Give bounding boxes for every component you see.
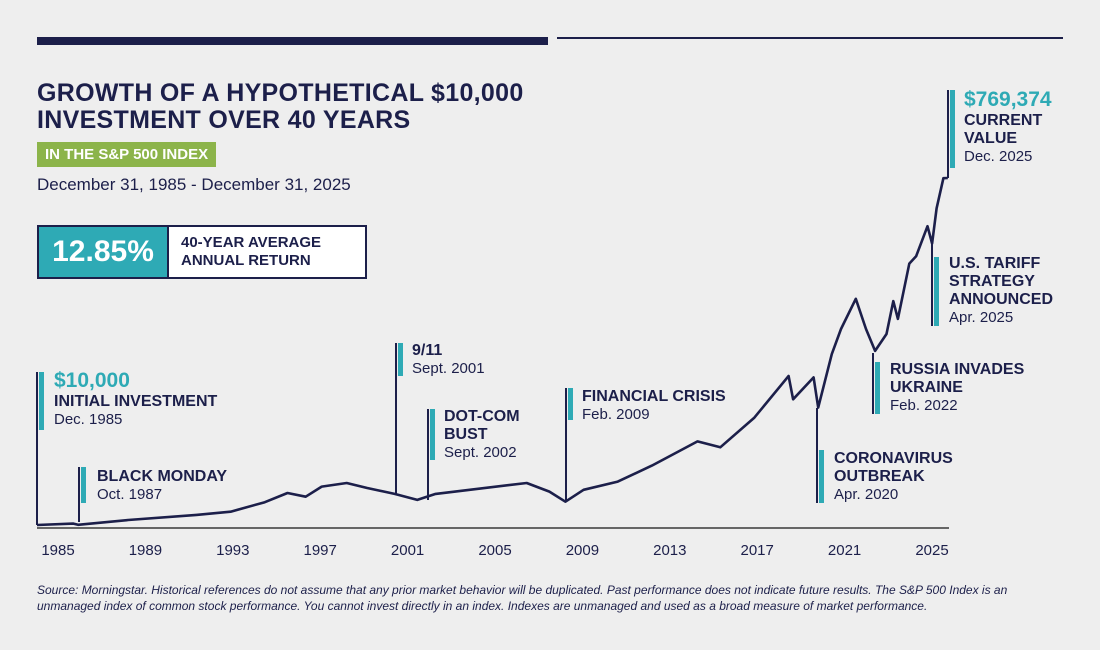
x-tick-label: 1993 (216, 542, 250, 559)
dotcom-title-1: DOT-COM (444, 408, 520, 425)
current-value: $769,374 (964, 88, 1052, 111)
black-monday-date: Oct. 1987 (97, 486, 163, 503)
x-tick-label: 1997 (303, 542, 337, 559)
financial-title: FINANCIAL CRISIS (582, 388, 726, 405)
marker-accent (934, 257, 939, 326)
nine-eleven-title: 9/11 (412, 342, 443, 359)
average-return-box: 12.85% 40-YEAR AVERAGE ANNUAL RETURN (37, 225, 367, 279)
average-return-value: 12.85% (39, 227, 169, 277)
title-line-2: INVESTMENT OVER 40 YEARS (37, 106, 411, 134)
title-line-1: GROWTH OF A HYPOTHETICAL $10,000 (37, 79, 524, 107)
marker-accent (950, 90, 955, 168)
page-title: GROWTH OF A HYPOTHETICAL $10,000 INVESTM… (37, 80, 524, 134)
current-date: Dec. 2025 (964, 148, 1033, 165)
x-tick-label: 2017 (740, 542, 774, 559)
x-tick-label: 2001 (390, 542, 425, 559)
nine-eleven-date: Sept. 2001 (412, 360, 485, 377)
black-monday-title: BLACK MONDAY (97, 468, 228, 485)
marker-line (816, 408, 818, 503)
stat-label-line-2: ANNUAL RETURN (181, 252, 311, 269)
marker-line (947, 90, 949, 178)
dotcom-title-2: BUST (444, 426, 488, 443)
top-rule-thin (557, 37, 1063, 39)
index-badge: IN THE S&P 500 INDEX (37, 142, 217, 167)
x-tick-label: 2005 (478, 542, 512, 559)
tariff-title-1: U.S. TARIFF (949, 255, 1041, 272)
marker-line (931, 243, 933, 326)
dotcom-date: Sept. 2002 (444, 444, 517, 461)
x-axis-line (37, 527, 949, 529)
x-tick-label: 1989 (128, 542, 163, 559)
stat-label-line-1: 40-YEAR AVERAGE (181, 234, 322, 251)
marker-accent (875, 362, 880, 414)
marker-accent (819, 450, 824, 503)
covid-title-1: CORONAVIRUS (834, 450, 953, 467)
marker-accent (568, 388, 573, 420)
x-tick-label: 2013 (653, 542, 687, 559)
marker-line (395, 343, 397, 494)
marker-accent (81, 467, 86, 503)
x-tick-label: 2021 (827, 542, 862, 559)
marker-accent (398, 343, 403, 376)
initial-title: INITIAL INVESTMENT (54, 393, 218, 410)
marker-line (427, 409, 429, 500)
covid-title-2: OUTBREAK (834, 468, 925, 485)
marker-line (78, 467, 80, 522)
covid-date: Apr. 2020 (834, 486, 899, 503)
x-tick-label: 2009 (565, 542, 600, 559)
current-title-2: VALUE (964, 130, 1018, 147)
marker-line (36, 372, 38, 525)
average-return-label: 40-YEAR AVERAGE ANNUAL RETURN (169, 227, 321, 277)
financial-date: Feb. 2009 (582, 406, 650, 423)
series-line (36, 176, 948, 527)
top-rule-thick (37, 37, 548, 45)
marker-accent (430, 409, 435, 460)
russia-date: Feb. 2022 (890, 397, 958, 414)
current-title-1: CURRENT (964, 112, 1043, 129)
tariff-title-3: ANNOUNCED (949, 291, 1053, 308)
x-tick-label: 1985 (41, 542, 75, 559)
marker-accent (39, 372, 44, 430)
date-range: December 31, 1985 - December 31, 2025 (37, 175, 351, 194)
x-tick-label: 2025 (915, 542, 949, 559)
marker-line (565, 388, 567, 502)
marker-line (872, 353, 874, 414)
russia-title-1: RUSSIA INVADES (890, 361, 1025, 378)
russia-title-2: UKRAINE (890, 379, 963, 396)
footnote: Source: Morningstar. Historical referenc… (37, 583, 1008, 613)
initial-value: $10,000 (54, 369, 130, 392)
tariff-title-2: STRATEGY (949, 273, 1035, 290)
initial-date: Dec. 1985 (54, 411, 123, 428)
tariff-date: Apr. 2025 (949, 309, 1014, 326)
